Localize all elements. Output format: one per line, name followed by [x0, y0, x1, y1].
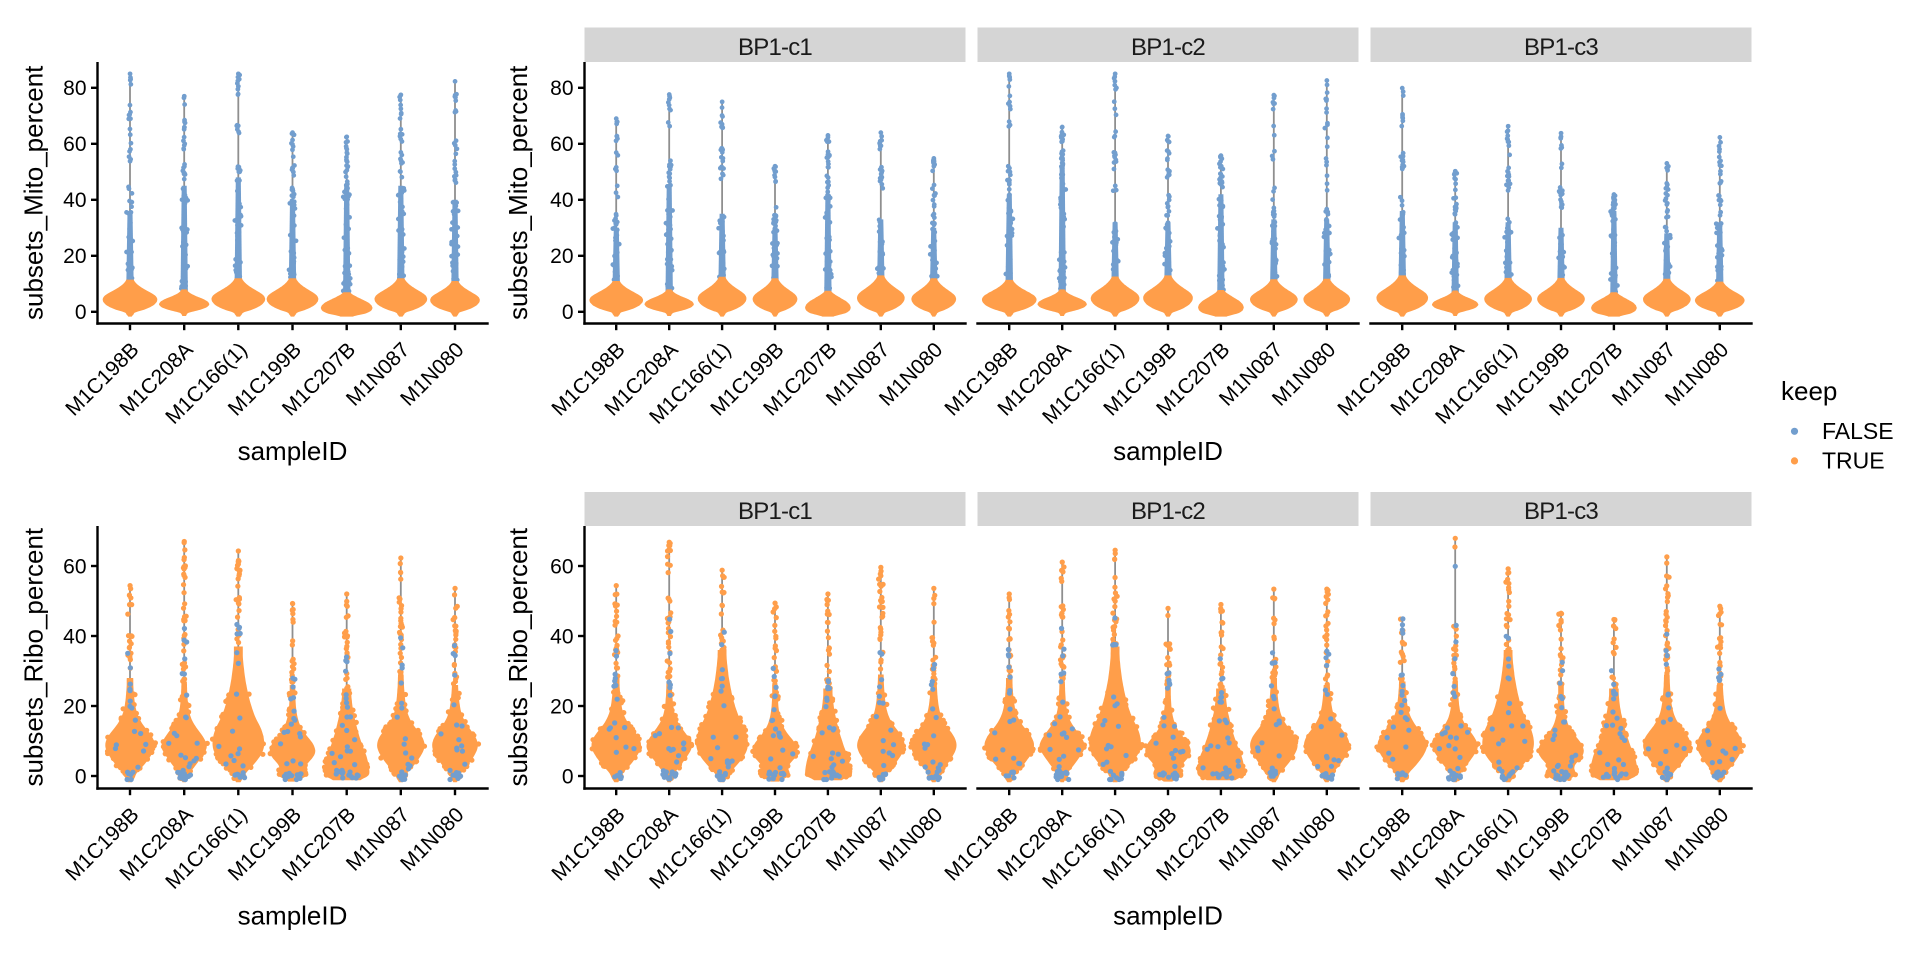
svg-text:BP1-c3: BP1-c3 — [1524, 498, 1598, 525]
svg-text:subsets_Mito_percent: subsets_Mito_percent — [503, 65, 533, 320]
svg-text:BP1-c1: BP1-c1 — [738, 34, 812, 61]
svg-text:BP1-c2: BP1-c2 — [1131, 498, 1205, 525]
svg-text:20: 20 — [550, 695, 573, 718]
svg-text:subsets_Ribo_percent: subsets_Ribo_percent — [19, 527, 49, 786]
svg-text:20: 20 — [550, 245, 573, 268]
svg-text:subsets_Ribo_percent: subsets_Ribo_percent — [503, 527, 533, 786]
svg-text:sampleID: sampleID — [1113, 901, 1223, 931]
svg-text:sampleID: sampleID — [238, 901, 348, 931]
svg-text:40: 40 — [63, 625, 86, 648]
svg-text:FALSE: FALSE — [1822, 418, 1894, 444]
svg-text:BP1-c3: BP1-c3 — [1524, 34, 1598, 61]
svg-text:TRUE: TRUE — [1822, 448, 1885, 474]
svg-text:40: 40 — [550, 625, 573, 648]
svg-text:0: 0 — [562, 765, 574, 788]
svg-text:keep: keep — [1781, 376, 1837, 406]
svg-text:0: 0 — [562, 301, 574, 324]
svg-text:40: 40 — [63, 189, 86, 212]
svg-text:60: 60 — [550, 555, 573, 578]
svg-text:60: 60 — [63, 133, 86, 156]
svg-text:sampleID: sampleID — [1113, 436, 1223, 466]
svg-text:sampleID: sampleID — [238, 436, 348, 466]
svg-text:20: 20 — [63, 695, 86, 718]
svg-text:40: 40 — [550, 189, 573, 212]
svg-text:60: 60 — [63, 555, 86, 578]
svg-text:60: 60 — [550, 133, 573, 156]
svg-text:20: 20 — [63, 245, 86, 268]
svg-text:80: 80 — [550, 77, 573, 100]
svg-text:80: 80 — [63, 77, 86, 100]
svg-text:0: 0 — [75, 301, 87, 324]
svg-text:BP1-c2: BP1-c2 — [1131, 34, 1205, 61]
svg-text:BP1-c1: BP1-c1 — [738, 498, 812, 525]
svg-text:0: 0 — [75, 765, 87, 788]
svg-text:subsets_Mito_percent: subsets_Mito_percent — [19, 65, 49, 320]
